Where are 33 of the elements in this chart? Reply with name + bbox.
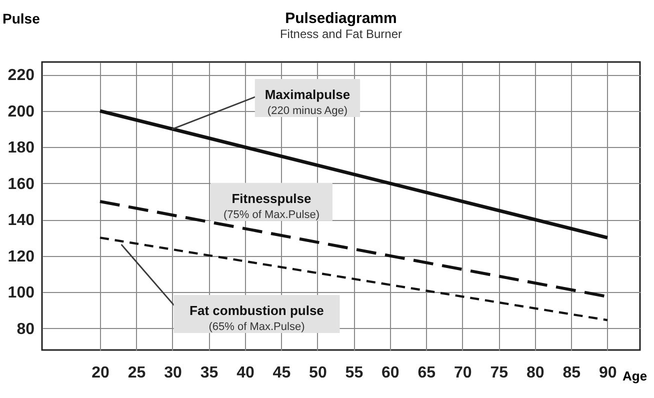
x-tick-label: 80 [526,364,544,382]
x-tick-label: 50 [309,364,327,382]
annotation: (220 minus Age) [267,105,348,118]
x-tick-label: 65 [418,364,436,382]
x-tick-label: 70 [454,364,472,382]
y-tick-label: 120 [8,248,35,266]
series-label: Fitnesspulse [232,190,312,206]
annotation: (75% of Max.Pulse) [223,208,320,221]
y-tick-label: 200 [8,103,35,120]
x-tick-label: 55 [345,364,364,382]
y-tick-label: 100 [8,284,35,302]
x-tick-label: 30 [164,364,182,382]
y-tick-label: 220 [8,67,35,84]
y-tick-label: 160 [8,176,35,193]
x-tick-label: 90 [598,364,617,382]
x-tick-label: 45 [272,364,291,382]
x-tick-label: 85 [562,364,581,382]
chart-subtitle: Fitness and Fat Burner [280,27,402,41]
text: Fat combustion pulse [190,302,324,318]
x-axis-title: Age [622,368,648,384]
x-tick-label: 25 [128,364,146,382]
chart-title: Pulsediagramm [285,10,397,27]
y-axis-title: Pulse [2,10,40,26]
y-tick-label: 180 [8,140,35,157]
x-tick-label: 20 [92,364,110,382]
x-tick-label: 40 [236,364,254,382]
x-tick-label: 35 [200,364,218,382]
y-tick-label: 140 [8,212,35,230]
text: Maximalpulse [264,87,350,102]
x-tick-label: 60 [382,364,400,382]
y-tick-label: 80 [16,320,35,338]
annotation: (65% of Max.Pulse) [208,320,305,333]
x-tick-label: 75 [490,364,508,382]
